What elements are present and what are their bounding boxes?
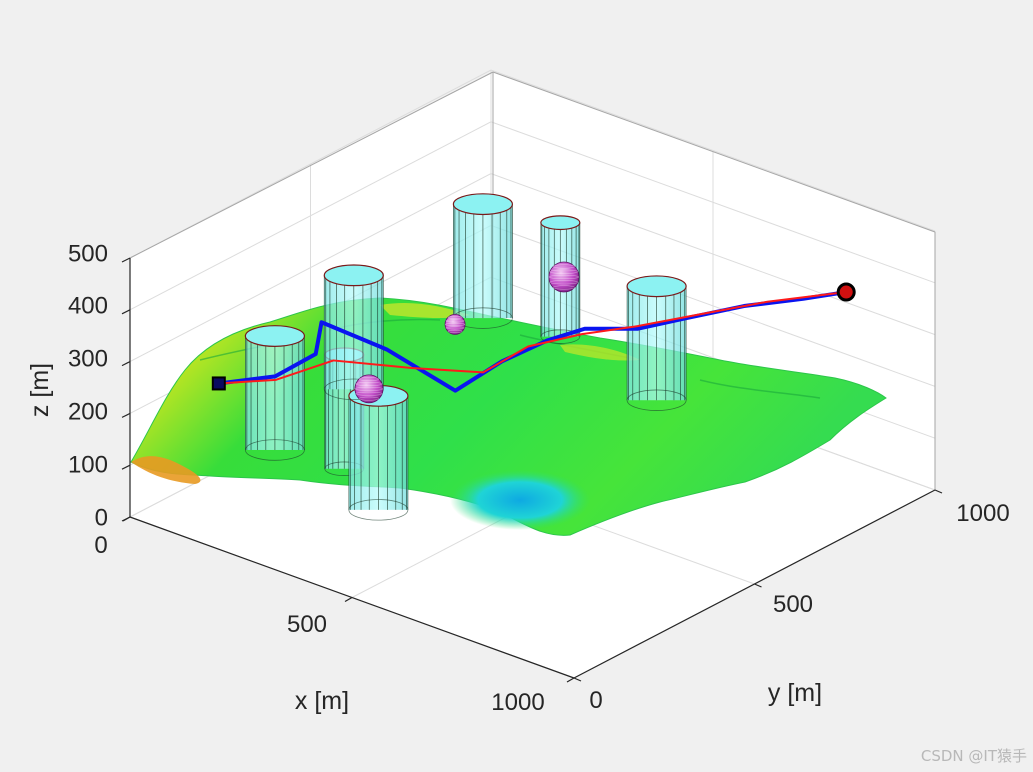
- threat-sphere: [354, 374, 384, 404]
- y-tick: [934, 489, 943, 494]
- cylinder-top: [244, 325, 305, 347]
- threat-sphere: [548, 261, 580, 293]
- watermark-text: CSDN @IT猿手: [920, 747, 1027, 765]
- y-tick-labels: 0 500 1000: [589, 500, 1009, 714]
- z-tick: [121, 309, 131, 315]
- sphere-mesh: [445, 326, 465, 330]
- obstacle-cylinder: [626, 275, 687, 411]
- flight-paths: [218, 290, 847, 393]
- cylinder-bottom: [540, 329, 581, 344]
- gridline: [129, 173, 936, 363]
- cylinder-bottom: [348, 499, 409, 521]
- x-tick: [344, 596, 353, 603]
- sphere-mesh: [552, 285, 575, 290]
- z-axis-label: z [m]: [26, 363, 54, 417]
- path-red: [218, 291, 847, 385]
- gridline: [129, 69, 936, 259]
- obstacle-cylinder: [348, 384, 409, 521]
- z-tick-label: 100: [68, 451, 108, 478]
- cylinder-top: [626, 275, 687, 298]
- obstacle-cylinders: [244, 193, 687, 521]
- sphere-mesh: [447, 315, 463, 319]
- x-tick-label: 500: [287, 611, 327, 638]
- z-tick-label: 500: [68, 240, 108, 267]
- axis-ticks: [121, 257, 943, 683]
- z-tick: [121, 412, 131, 418]
- sphere-mesh: [548, 274, 580, 280]
- sphere-mesh: [355, 382, 383, 386]
- sphere-mesh: [549, 269, 579, 274]
- goal-marker: [836, 282, 856, 302]
- y-axis-label: y [m]: [768, 679, 822, 707]
- terrain-yellow-patch-2: [560, 344, 640, 361]
- sphere-mesh: [447, 329, 463, 333]
- x-tick-labels: 0 500 1000: [94, 532, 544, 716]
- sphere-mesh: [358, 377, 380, 381]
- z-tick-label: 0: [95, 504, 108, 531]
- sphere-mesh: [354, 386, 384, 391]
- sphere-mesh: [355, 391, 383, 396]
- cylinder-bottom: [626, 389, 687, 411]
- x-tick: [122, 516, 131, 522]
- x-tick: [566, 677, 575, 683]
- x-tick-label: 1000: [491, 689, 544, 716]
- obstacle-cylinder: [323, 264, 384, 401]
- terrain-highland: [131, 456, 201, 484]
- sphere-mesh: [552, 264, 575, 269]
- z-tick-label: 300: [68, 345, 108, 372]
- cylinder-top: [323, 264, 384, 287]
- obstacle-cylinder: [452, 193, 514, 329]
- sphere-mesh: [445, 319, 465, 323]
- z-tick-label: 400: [68, 292, 108, 319]
- threat-sphere: [444, 314, 466, 335]
- y-tick: [573, 677, 582, 682]
- sphere-mesh: [549, 280, 579, 285]
- obstacle-cylinder: [244, 325, 305, 461]
- z-tick: [121, 361, 131, 367]
- cylinder-top: [540, 215, 581, 231]
- terrain-lowland: [450, 470, 590, 530]
- sphere-mesh: [358, 396, 380, 401]
- x-axis-label: x [m]: [295, 687, 349, 715]
- z-tick-label: 200: [68, 398, 108, 425]
- x-tick-label: 0: [94, 532, 107, 559]
- z-tick: [121, 464, 131, 470]
- y-tick-label: 0: [589, 687, 602, 714]
- y-tick-label: 1000: [956, 500, 1009, 527]
- z-tick: [121, 257, 131, 263]
- cylinder-top: [452, 193, 514, 216]
- sphere-mesh: [444, 322, 466, 326]
- start-marker: [211, 376, 226, 391]
- threat-spheres: [354, 261, 580, 404]
- y-tick-label: 500: [773, 591, 813, 618]
- gridline: [129, 121, 936, 311]
- cylinder-bottom: [244, 439, 305, 461]
- path-markers: [211, 282, 856, 391]
- z-tick-labels: 0 100 200 300 400 500: [68, 240, 108, 531]
- terrain-yellow-patch: [380, 303, 470, 319]
- y-tick: [754, 583, 762, 588]
